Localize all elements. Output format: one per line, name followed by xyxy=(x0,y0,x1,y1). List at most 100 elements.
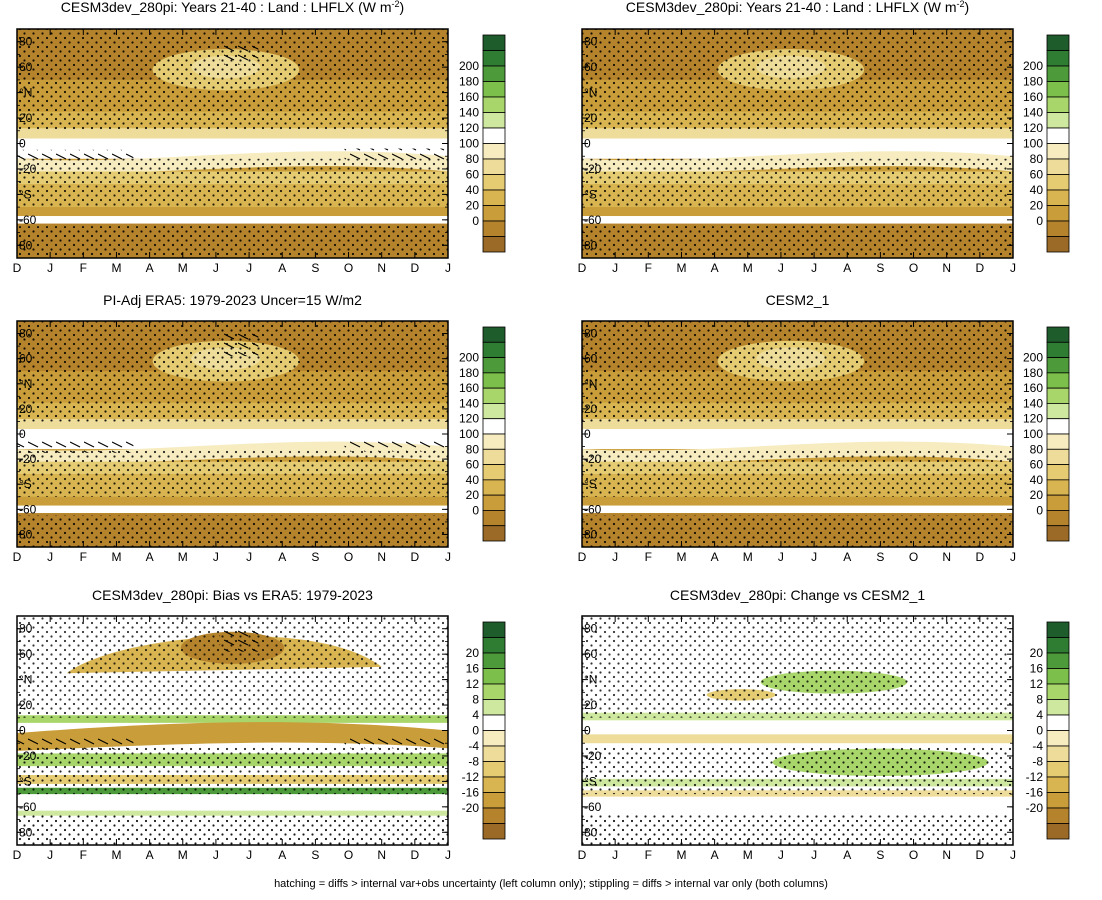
colorbar-label: 0 xyxy=(472,724,479,738)
y-tick-label: -60 xyxy=(19,213,37,227)
x-tick-label: J xyxy=(1010,848,1016,862)
colorbar-label: 200 xyxy=(1023,59,1043,73)
x-tick-label: J xyxy=(1010,261,1016,275)
colorbar-label: 20 xyxy=(466,488,480,502)
colorbar-label: 80 xyxy=(1030,442,1044,456)
colorbar-box xyxy=(1046,189,1070,206)
x-tick-label: F xyxy=(80,550,87,564)
colorbar-box xyxy=(482,418,506,435)
x-tick-label: D xyxy=(976,848,985,862)
y-tick-label: -20 xyxy=(584,749,602,763)
title-end: ) xyxy=(400,0,405,15)
colorbar-label: 100 xyxy=(459,427,479,441)
colorbar-box xyxy=(1046,220,1070,237)
title-superscript: -2 xyxy=(957,0,965,9)
y-tick-label: °S xyxy=(584,187,597,201)
colorbar-box xyxy=(1046,174,1070,191)
colorbar-label: 120 xyxy=(459,412,479,426)
colorbar-box xyxy=(1046,621,1070,638)
colorbar-box xyxy=(1046,807,1070,824)
colorbar-box xyxy=(1046,372,1070,389)
colorbar-label: 4 xyxy=(1036,708,1043,722)
colorbar-label: -8 xyxy=(1032,755,1043,769)
x-tick-label: A xyxy=(711,261,719,275)
colorbar-box xyxy=(1046,479,1070,496)
colorbar-label: 200 xyxy=(459,351,479,365)
colorbar-box xyxy=(1046,34,1070,51)
x-tick-label: J xyxy=(213,261,219,275)
colorbar-box xyxy=(1046,730,1070,747)
colorbar-label: 160 xyxy=(1023,90,1043,104)
colorbar-label: -20 xyxy=(462,801,480,815)
colorbar-label: 20 xyxy=(1030,488,1044,502)
field-gap xyxy=(17,216,448,224)
colorbar-box xyxy=(482,96,506,113)
colorbar-box xyxy=(482,143,506,160)
colorbar-box xyxy=(1046,326,1070,343)
y-tick-label: 20 xyxy=(19,111,33,125)
hatching xyxy=(17,440,134,453)
hatching xyxy=(17,149,134,163)
colorbar-box xyxy=(482,50,506,67)
y-tick-label: 80 xyxy=(584,622,598,636)
colorbar-box xyxy=(482,652,506,669)
colorbar-box xyxy=(482,683,506,700)
colorbar-label: 60 xyxy=(466,458,480,472)
colorbar-label: -20 xyxy=(1026,801,1044,815)
colorbar-box xyxy=(482,448,506,465)
panel-6: CESM3dev_280pi: Change vs CESM2_18060°N2… xyxy=(578,587,1070,862)
colorbar-box xyxy=(1046,403,1070,420)
colorbar-label: 140 xyxy=(1023,106,1043,120)
colorbar-label: 60 xyxy=(466,168,480,182)
colorbar-label: 0 xyxy=(1036,503,1043,517)
colorbar-label: -8 xyxy=(468,755,479,769)
field-band xyxy=(17,418,448,429)
colorbar-label: 100 xyxy=(1023,427,1043,441)
stippling-antarctic xyxy=(17,813,448,845)
field-gap xyxy=(582,216,1013,224)
x-tick-label: O xyxy=(344,550,353,564)
x-tick-label: S xyxy=(876,550,884,564)
y-tick-label: -60 xyxy=(19,800,37,814)
colorbar-box xyxy=(482,823,506,840)
x-tick-label: J xyxy=(612,550,618,564)
colorbar-box xyxy=(1046,510,1070,527)
hatching xyxy=(219,628,259,652)
y-tick-label: 20 xyxy=(584,111,598,125)
x-tick-label: A xyxy=(146,848,154,862)
colorbar-box xyxy=(1046,448,1070,465)
x-tick-label: M xyxy=(111,550,121,564)
y-tick-label: 0 xyxy=(584,427,591,441)
x-tick-label: S xyxy=(311,261,319,275)
x-tick-label: J xyxy=(778,848,784,862)
y-tick-label: -20 xyxy=(584,452,602,466)
colorbar-box xyxy=(482,205,506,222)
panel-title: CESM3dev_280pi: Years 21-40 : Land : LHF… xyxy=(61,0,404,15)
x-tick-label: A xyxy=(278,848,286,862)
y-tick-label: 80 xyxy=(19,825,33,839)
colorbar-label: -16 xyxy=(1026,786,1044,800)
colorbar-label: 80 xyxy=(1030,152,1044,166)
x-tick-label: M xyxy=(178,550,188,564)
field-band xyxy=(17,128,448,139)
colorbar-label: 140 xyxy=(459,106,479,120)
colorbar-box xyxy=(482,668,506,685)
y-tick-label: 80 xyxy=(584,35,598,49)
colorbar-box xyxy=(482,65,506,82)
colorbar-box xyxy=(482,730,506,747)
y-tick-label: 60 xyxy=(584,647,598,661)
colorbar-box xyxy=(482,34,506,51)
x-tick-label: D xyxy=(13,550,22,564)
colorbar-box xyxy=(482,189,506,206)
y-tick-label: 80 xyxy=(19,527,33,541)
colorbar-label: 60 xyxy=(1030,168,1044,182)
x-tick-label: J xyxy=(213,848,219,862)
y-tick-label: 60 xyxy=(19,60,33,74)
x-tick-label: O xyxy=(909,848,918,862)
x-tick-label: O xyxy=(344,261,353,275)
x-tick-label: M xyxy=(676,261,686,275)
y-tick-label: 60 xyxy=(19,352,33,366)
y-tick-label: 0 xyxy=(19,427,26,441)
